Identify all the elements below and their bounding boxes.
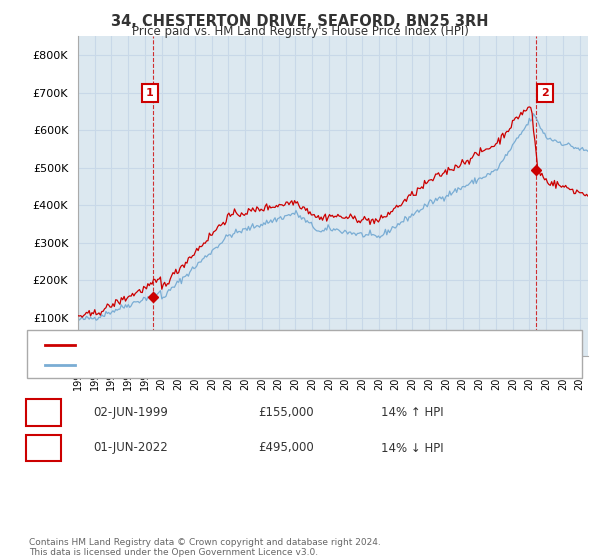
Text: £495,000: £495,000 bbox=[258, 441, 314, 455]
Text: £155,000: £155,000 bbox=[258, 406, 314, 419]
Text: Price paid vs. HM Land Registry's House Price Index (HPI): Price paid vs. HM Land Registry's House … bbox=[131, 25, 469, 38]
Text: 01-JUN-2022: 01-JUN-2022 bbox=[93, 441, 168, 455]
Text: Contains HM Land Registry data © Crown copyright and database right 2024.
This d: Contains HM Land Registry data © Crown c… bbox=[29, 538, 380, 557]
Text: 14% ↑ HPI: 14% ↑ HPI bbox=[381, 406, 443, 419]
Text: 1: 1 bbox=[146, 88, 154, 98]
Text: 2: 2 bbox=[39, 441, 47, 455]
Text: 1: 1 bbox=[39, 406, 47, 419]
Text: HPI: Average price, detached house, Lewes: HPI: Average price, detached house, Lewe… bbox=[81, 360, 306, 370]
Text: 34, CHESTERTON DRIVE, SEAFORD, BN25 3RH: 34, CHESTERTON DRIVE, SEAFORD, BN25 3RH bbox=[111, 14, 489, 29]
Text: 02-JUN-1999: 02-JUN-1999 bbox=[93, 406, 168, 419]
Text: 2: 2 bbox=[541, 88, 549, 98]
Text: 14% ↓ HPI: 14% ↓ HPI bbox=[381, 441, 443, 455]
Text: 34, CHESTERTON DRIVE, SEAFORD, BN25 3RH (detached house): 34, CHESTERTON DRIVE, SEAFORD, BN25 3RH … bbox=[81, 340, 416, 350]
